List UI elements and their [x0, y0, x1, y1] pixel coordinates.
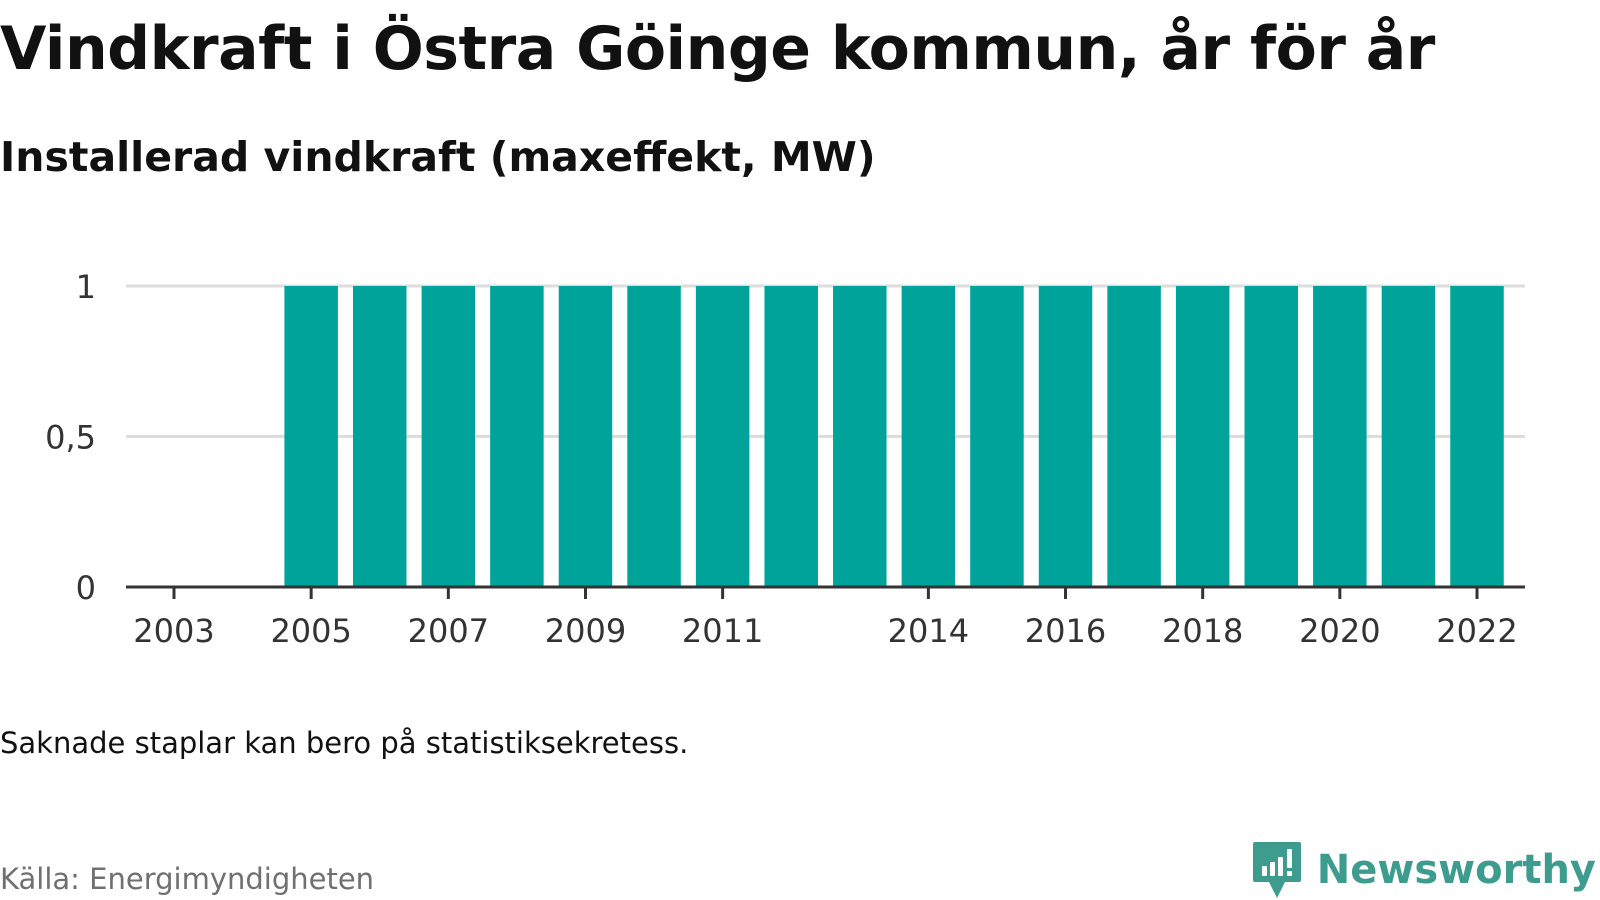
bar-2022 [1450, 286, 1504, 587]
bars [284, 286, 1504, 587]
bar-2010 [627, 286, 681, 587]
x-tick-label-2011: 2011 [682, 612, 763, 650]
bar-2005 [284, 286, 338, 587]
bar-chart: 00,51 2003 2005 2007 2009 2011 2014 2016 2018 20… [45, 268, 1525, 650]
y-tick-label-1: 0,5 [45, 419, 96, 457]
x-tick-label-2022: 2022 [1436, 612, 1517, 650]
brand-logo: Newsworthy [1251, 840, 1596, 900]
bar-2017 [1107, 286, 1161, 587]
bar-2008 [490, 286, 544, 587]
x-tick-label-2020: 2020 [1299, 612, 1380, 650]
bar-2016 [1038, 286, 1093, 587]
x-tick-label-2014: 2014 [888, 612, 969, 650]
x-axis [126, 585, 1525, 599]
bar-2011 [695, 286, 750, 587]
bar-2013 [833, 286, 887, 587]
chart-subtitle: Installerad vindkraft (maxeffekt, MW) [0, 133, 876, 181]
x-tick-label-2018: 2018 [1162, 612, 1243, 650]
source-text: Källa: Energimyndigheten [0, 862, 375, 896]
bar-2015 [970, 286, 1024, 587]
bar-2021 [1381, 286, 1436, 587]
chart-title: Vindkraft i Östra Göinge kommun, år för … [0, 14, 1435, 84]
bar-2020 [1313, 286, 1367, 587]
missing-bars-note: Saknade staplar kan bero på statistiksek… [0, 726, 689, 760]
x-tick-label-2007: 2007 [408, 612, 489, 650]
bar-2012 [764, 286, 818, 587]
x-tick-label-2005: 2005 [270, 612, 351, 650]
x-tick-label-2016: 2016 [1025, 612, 1106, 650]
bar-2019 [1244, 286, 1299, 587]
y-tick-label-0: 0 [76, 569, 96, 607]
x-axis-labels: 2003 2005 2007 2009 2011 2014 2016 2018 2020 2022 [133, 612, 1517, 650]
x-tick-label-2009: 2009 [545, 612, 626, 650]
bar-2014 [901, 286, 956, 587]
y-tick-label-2: 1 [76, 268, 96, 306]
bar-2007 [421, 286, 476, 587]
y-axis-labels: 00,51 [45, 268, 96, 607]
bar-2018 [1175, 286, 1230, 587]
x-tick-label-2003: 2003 [133, 612, 214, 650]
bar-2009 [558, 286, 613, 587]
brand-name: Newsworthy [1316, 847, 1596, 893]
bar-2006 [352, 286, 407, 587]
newsworthy-logo-icon [1252, 842, 1301, 898]
